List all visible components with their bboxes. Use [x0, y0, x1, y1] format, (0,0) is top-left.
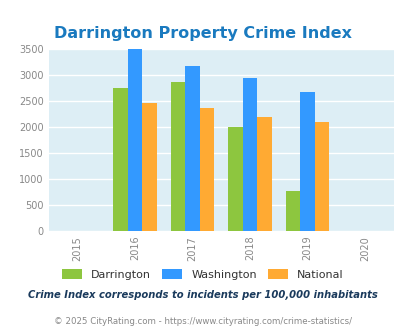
Bar [285, 191, 300, 231]
Bar [242, 78, 257, 231]
Bar [142, 103, 156, 231]
Bar [257, 117, 271, 231]
Bar [185, 66, 199, 231]
Bar [171, 82, 185, 231]
Text: Crime Index corresponds to incidents per 100,000 inhabitants: Crime Index corresponds to incidents per… [28, 290, 377, 300]
Bar [199, 108, 213, 231]
Bar [228, 127, 242, 231]
Bar [314, 122, 328, 231]
Text: © 2025 CityRating.com - https://www.cityrating.com/crime-statistics/: © 2025 CityRating.com - https://www.city… [54, 317, 351, 326]
Bar [128, 50, 142, 231]
Bar [113, 88, 128, 231]
Bar [300, 92, 314, 231]
Text: Darrington Property Crime Index: Darrington Property Crime Index [54, 26, 351, 41]
Legend: Darrington, Washington, National: Darrington, Washington, National [58, 265, 347, 284]
